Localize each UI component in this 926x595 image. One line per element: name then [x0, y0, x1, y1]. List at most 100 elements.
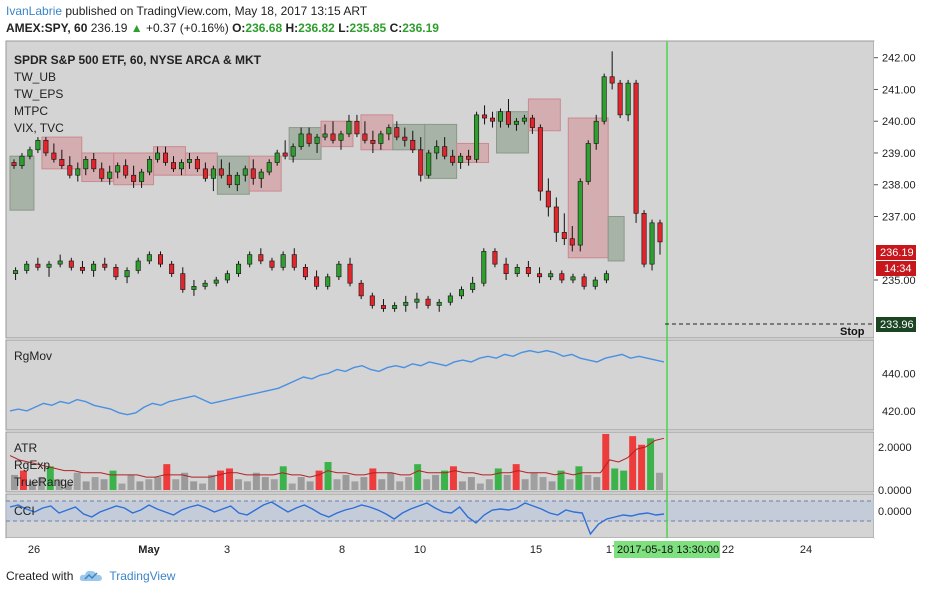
vix-candle [135, 260, 141, 271]
close-value: 236.19 [402, 21, 439, 35]
atr-bar [396, 481, 404, 490]
price-candle [505, 111, 511, 125]
price-candle [442, 146, 448, 157]
atr-bar [593, 477, 601, 490]
atr-bar [584, 474, 592, 490]
vix-candle [180, 273, 186, 290]
rgexp-label: RgExp [14, 458, 50, 472]
vix-candle [336, 263, 342, 278]
open-value: 236.68 [245, 21, 283, 35]
low-label: L: [338, 21, 350, 35]
vix-candle [358, 282, 364, 297]
vix-candle [302, 267, 308, 278]
price-candle [298, 133, 304, 147]
tradingview-link[interactable]: TradingView [109, 569, 176, 583]
atr-bar [333, 479, 341, 490]
price-candle [641, 213, 647, 265]
rgmov-pane[interactable] [5, 339, 875, 431]
price-candle [561, 232, 567, 240]
atr-bar [64, 483, 72, 490]
vix-candle [146, 254, 152, 262]
price-candle [43, 139, 49, 154]
vix-candle [492, 251, 498, 265]
chart-canvas[interactable]: 242.00 241.00 240.00 239.00 238.00 237.00 235.… [0, 0, 926, 560]
vix-candle [325, 276, 331, 287]
price-candle [274, 152, 280, 163]
time-tick-label: May [138, 544, 160, 556]
price-candle [426, 152, 432, 176]
price-candle [266, 162, 272, 173]
price-pane[interactable] [5, 40, 875, 339]
vix-candle [425, 298, 431, 306]
vix-candle [481, 251, 487, 284]
vix-candle [247, 254, 253, 265]
atr-bar [297, 477, 305, 490]
low-value: 235.85 [349, 21, 387, 35]
atr-bar [369, 468, 377, 490]
atr-bar [602, 434, 610, 490]
vix-candle [548, 273, 554, 278]
price-candle [378, 133, 384, 144]
price-candle [131, 174, 137, 182]
vix-candle [403, 301, 409, 306]
created-with-text: Created with [6, 569, 74, 583]
price-candle [577, 181, 583, 246]
price-candle [490, 117, 496, 122]
atr-bar [109, 470, 117, 490]
atr-bar [82, 481, 90, 490]
price-candle [250, 168, 256, 179]
price-candle [625, 82, 631, 116]
price-candle [186, 159, 192, 163]
atr-bar [611, 468, 619, 490]
overlay-label: TW_EPS [14, 87, 63, 101]
time-axis[interactable] [6, 538, 874, 560]
atr-bar [458, 481, 466, 490]
cci-line [9, 501, 665, 536]
footer: Created with TradingView [6, 569, 175, 583]
atr-bar [530, 472, 538, 490]
price-candle [282, 152, 288, 157]
time-tick-label: 22 [722, 544, 734, 556]
author-link[interactable]: IvanLabrie [6, 4, 63, 18]
atr-bar [315, 470, 323, 490]
price-candle [466, 155, 472, 160]
price-candle [649, 222, 655, 265]
vix-candle [581, 276, 587, 287]
vix-candle [447, 295, 453, 303]
price-candle [11, 162, 17, 166]
price-candle [210, 168, 216, 179]
atr-bar [118, 483, 126, 490]
countdown-tag [876, 261, 916, 276]
price-candle [290, 146, 296, 157]
high-label: H: [285, 21, 299, 35]
price-candle [35, 139, 41, 151]
price-candle [545, 190, 551, 208]
atr-pane[interactable] [5, 431, 875, 493]
price-candle [593, 120, 599, 144]
price-candle [498, 111, 503, 122]
last-price-tag [876, 245, 916, 260]
atr-bar [306, 481, 314, 490]
vix-candle [258, 254, 264, 262]
price-axis[interactable] [874, 41, 926, 538]
price-candle [51, 152, 57, 160]
vix-candle [13, 270, 19, 274]
atr-tick-label: 0.0000 [878, 485, 912, 497]
atr-bar [360, 477, 368, 490]
price-candle [482, 114, 488, 119]
atr-bar [279, 466, 287, 490]
atr-bar [100, 479, 108, 490]
atr-bar [351, 481, 359, 490]
atr-bar [181, 472, 189, 490]
price-candle [242, 168, 248, 176]
vix-candle [291, 254, 297, 268]
vix-candle [124, 270, 130, 278]
vix-candle [113, 267, 119, 278]
price-candle [123, 165, 129, 176]
atr-bar [172, 479, 180, 490]
atr-bar [539, 477, 547, 490]
rgmov-tick-label: 440.00 [882, 368, 916, 380]
time-tick-label: 26 [28, 544, 40, 556]
high-value: 236.82 [298, 21, 335, 35]
price-tick-label: 241.00 [882, 84, 916, 96]
